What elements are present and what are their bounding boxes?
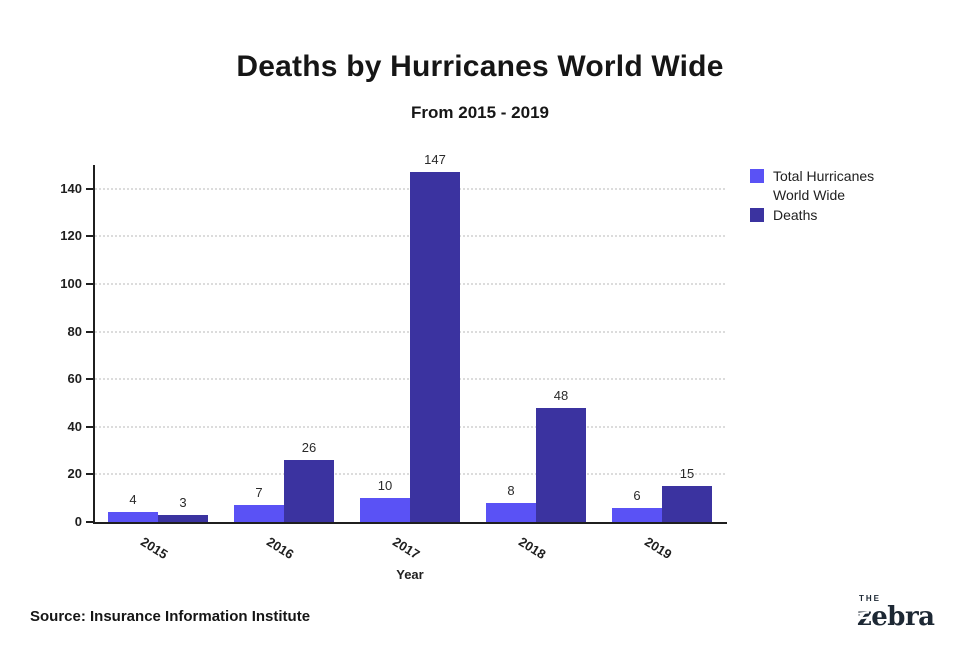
- bar-hurricanes-2019: [612, 508, 662, 522]
- y-tick-80: [86, 330, 94, 333]
- y-tick-20: [86, 473, 94, 476]
- zebra-logo-striped-z: z: [857, 602, 872, 632]
- y-tick-label-80: 80: [67, 323, 82, 339]
- bar-deaths-2016: [284, 460, 334, 522]
- bar-value-hurricanes-2015: 4: [129, 492, 137, 507]
- chart-title: Deaths by Hurricanes World Wide: [236, 50, 724, 83]
- x-tick-label-2017: 2017: [390, 534, 423, 563]
- bar-value-deaths-2019: 15: [679, 466, 695, 481]
- bar-deaths-2015: [158, 515, 208, 522]
- bar-value-hurricanes-2017: 10: [377, 478, 393, 493]
- bar-value-deaths-2015: 3: [179, 495, 187, 510]
- x-tick-label-2018: 2018: [516, 534, 549, 563]
- legend: Total Hurricanes World Wide Deaths: [750, 167, 874, 226]
- y-tick-120: [86, 235, 94, 238]
- bar-deaths-2017: [410, 172, 460, 522]
- y-tick-40: [86, 425, 94, 428]
- bar-value-hurricanes-2018: 8: [507, 483, 515, 498]
- legend-label-deaths: Deaths: [773, 207, 818, 223]
- bar-hurricanes-2018: [486, 503, 536, 522]
- y-tick-0: [86, 521, 94, 523]
- bar-value-hurricanes-2019: 6: [633, 488, 641, 503]
- bar-hurricanes-2016: [234, 505, 284, 522]
- zebra-logo-wordmark: zebra: [857, 602, 935, 632]
- zebra-logo: THE zebra: [857, 594, 947, 632]
- x-tick-label-2015: 2015: [138, 534, 171, 563]
- zebra-logo-the: THE: [859, 594, 881, 603]
- y-axis-line: [93, 165, 95, 522]
- bar-deaths-2018: [536, 408, 586, 522]
- chart-subtitle: From 2015 - 2019: [411, 103, 549, 122]
- y-tick-140: [86, 187, 94, 190]
- source-attribution: Source: Insurance Information Institute: [30, 608, 311, 625]
- bar-deaths-2019: [662, 486, 712, 522]
- y-tick-label-100: 100: [60, 276, 82, 291]
- x-axis-title: Year: [396, 567, 424, 582]
- legend-label-hurricanes: Total Hurricanes World Wide: [773, 168, 875, 203]
- bar-value-deaths-2016: 26: [301, 440, 317, 455]
- bar-hurricanes-2015: [108, 512, 158, 522]
- y-tick-label-0: 0: [74, 514, 82, 529]
- x-tick-label-2016: 2016: [264, 534, 297, 563]
- y-tick-label-140: 140: [60, 180, 82, 196]
- legend-swatch-hurricanes: [750, 169, 764, 183]
- x-tick-label-2019: 2019: [642, 534, 675, 563]
- bar-value-deaths-2017: 147: [424, 152, 446, 167]
- legend-swatch-deaths: [750, 208, 764, 222]
- legend-item-deaths: Deaths: [750, 206, 874, 225]
- y-tick-60: [86, 378, 94, 381]
- bar-value-deaths-2018: 48: [553, 388, 569, 403]
- y-tick-100: [86, 283, 94, 285]
- y-tick-label-60: 60: [67, 371, 82, 387]
- x-axis-line: [93, 522, 727, 524]
- y-tick-label-40: 40: [67, 418, 82, 434]
- y-tick-label-120: 120: [60, 228, 82, 244]
- y-tick-label-20: 20: [67, 466, 82, 482]
- legend-item-hurricanes: Total Hurricanes World Wide: [750, 167, 874, 205]
- bar-hurricanes-2017: [360, 498, 410, 522]
- bar-value-hurricanes-2016: 7: [255, 485, 263, 500]
